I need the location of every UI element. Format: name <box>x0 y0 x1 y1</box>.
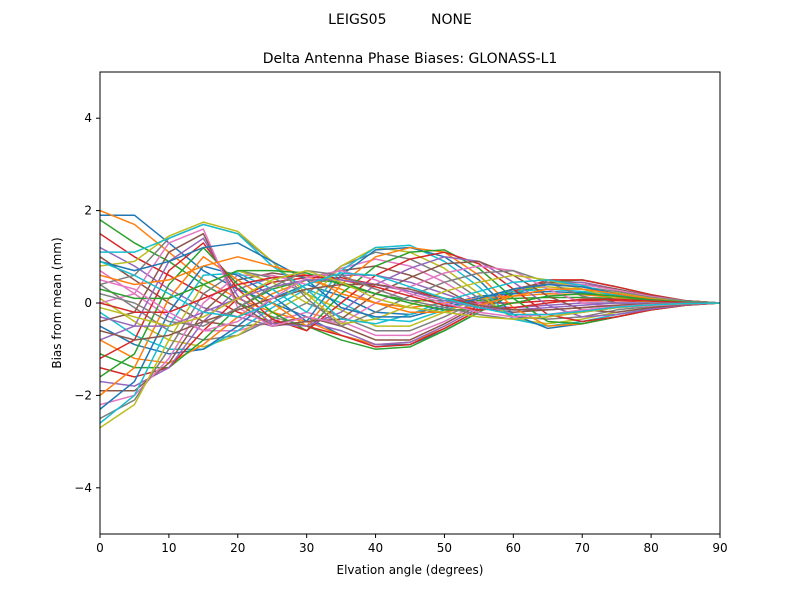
series-line-26 <box>100 232 720 327</box>
x-axis: 0 10 20 30 40 50 60 70 80 90 <box>96 534 728 555</box>
x-tick-label: 60 <box>506 541 521 555</box>
y-tick-label: 0 <box>84 296 92 310</box>
x-tick-label: 40 <box>368 541 383 555</box>
series-line-33 <box>100 269 720 311</box>
x-axis-label: Elvation angle (degrees) <box>337 563 484 577</box>
x-tick-label: 50 <box>437 541 452 555</box>
series-layer <box>100 209 720 429</box>
chart-title: Delta Antenna Phase Biases: GLONASS-L1 <box>263 51 558 67</box>
series-line-9 <box>100 286 720 348</box>
x-tick-label: 90 <box>712 541 727 555</box>
series-line-29 <box>100 221 720 325</box>
series-line-25 <box>100 237 720 341</box>
x-tick-label: 20 <box>230 541 245 555</box>
y-tick-label: −4 <box>74 481 92 495</box>
series-line-24 <box>100 242 720 360</box>
series-line-40 <box>100 260 720 318</box>
y-tick-label: −2 <box>74 388 92 402</box>
figure-suptitle: LEIGS05 NONE <box>328 12 472 28</box>
x-tick-label: 10 <box>161 541 176 555</box>
series-line-36 <box>100 283 720 341</box>
series-line-30 <box>100 223 720 325</box>
series-line-32 <box>100 256 720 313</box>
x-tick-label: 30 <box>299 541 314 555</box>
x-tick-label: 80 <box>643 541 658 555</box>
series-line-34 <box>100 274 720 313</box>
y-axis: −4 −2 0 2 4 <box>74 111 100 495</box>
y-axis-label: Bias from mean (mm) <box>50 237 64 368</box>
x-tick-label: 0 <box>96 541 104 555</box>
y-tick-label: 4 <box>84 111 92 125</box>
x-tick-label: 70 <box>575 541 590 555</box>
y-tick-label: 2 <box>84 204 92 218</box>
